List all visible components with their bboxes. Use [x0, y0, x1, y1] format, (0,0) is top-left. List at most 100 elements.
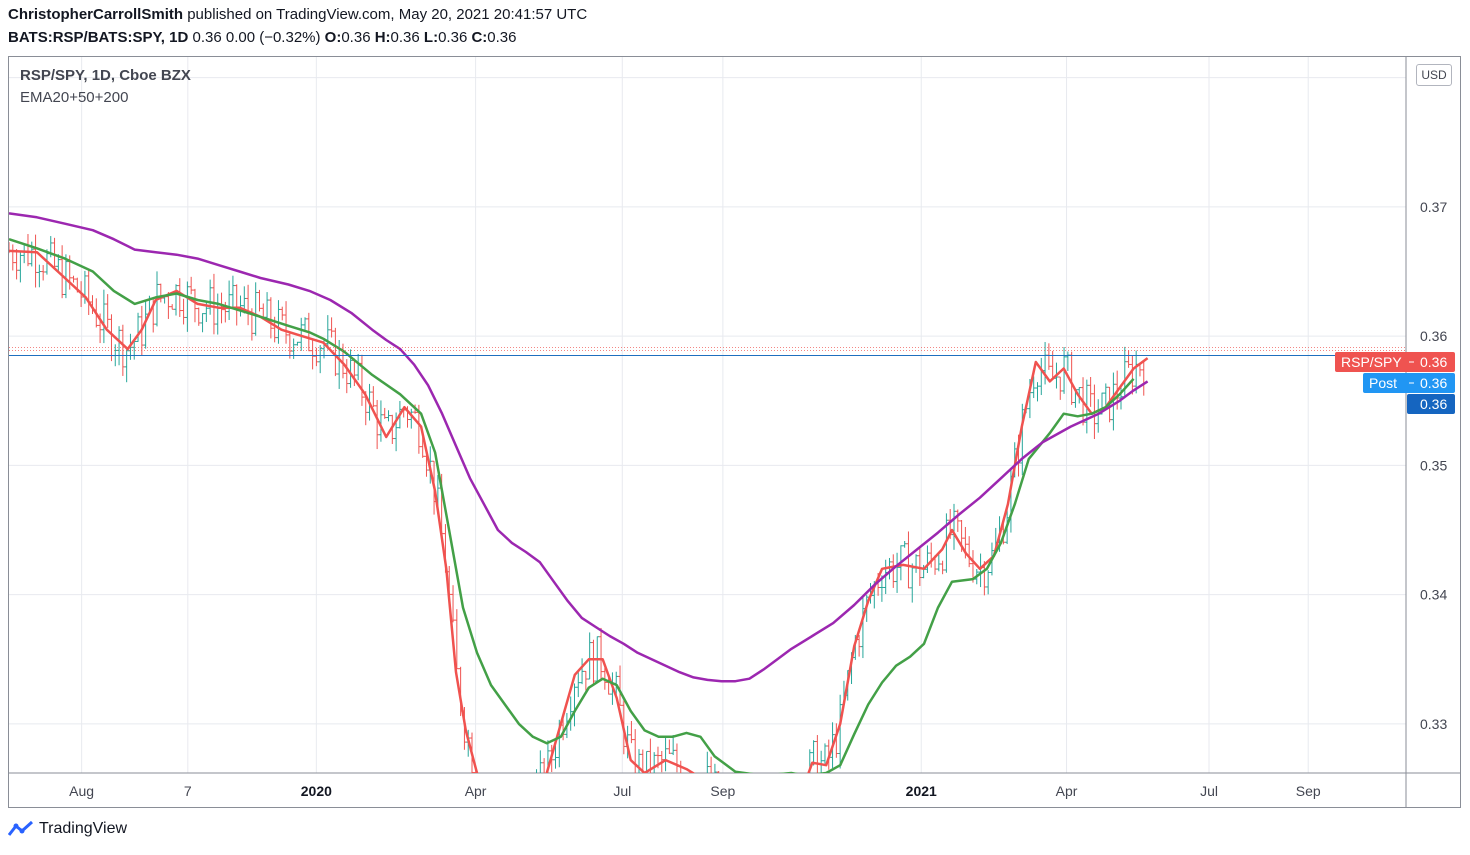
ohlc-bar — [902, 540, 907, 548]
ohlc-bar — [1058, 376, 1063, 400]
ohlc-bar — [512, 790, 516, 802]
ohlc-bar — [1118, 384, 1123, 410]
ohlc-bar — [329, 317, 334, 338]
ohlc-bar — [500, 791, 504, 814]
ohlc-bar — [536, 769, 538, 773]
ohlc-bar — [967, 536, 972, 568]
ohlc-bar — [736, 788, 740, 831]
ohlc-bar — [914, 554, 919, 573]
y-tick-label: 0.36 — [1420, 328, 1447, 344]
ohlc-bar — [333, 327, 338, 377]
tradingview-footer[interactable]: TradingView — [8, 820, 127, 838]
ohlc-bar — [196, 307, 201, 326]
ohlc-bar — [781, 824, 785, 843]
y-tick-label: 0.34 — [1420, 587, 1447, 603]
ohlc-bar — [1126, 350, 1131, 368]
tradingview-brand: TradingView — [39, 820, 128, 837]
ohlc-bar — [891, 554, 896, 588]
ohlc-bar — [454, 609, 459, 670]
ohlc-bar — [629, 720, 634, 744]
ohlc-bar — [820, 750, 824, 773]
ohlc-bar — [580, 658, 585, 685]
ohlc-bar — [762, 792, 766, 818]
x-tick-label: Aug — [69, 783, 94, 799]
ohlc-bar — [318, 345, 323, 374]
ohlc-close-label: C: — [471, 29, 488, 46]
ohlc-bar — [382, 407, 387, 419]
chart-legend-title: RSP/SPY, 1D, Cboe BZX — [20, 67, 191, 84]
ema200-line — [9, 212, 1149, 683]
ohlc-bar — [1130, 355, 1135, 395]
ohlc-bar — [261, 303, 266, 318]
ohlc-bar — [508, 781, 512, 807]
ohlc-bar — [1020, 403, 1025, 476]
ohlc-bar — [800, 802, 804, 827]
ohlc-bar — [37, 264, 42, 288]
ohlc-bar — [936, 554, 941, 572]
ohlc-bar — [257, 289, 262, 312]
ohlc-bar — [683, 777, 687, 784]
ohlc-bar — [60, 245, 65, 299]
y-tick-label: 0.35 — [1420, 457, 1447, 473]
ohlc-bar — [751, 791, 755, 815]
ohlc-bar — [702, 778, 706, 805]
ohlc-bar — [955, 509, 960, 532]
ohlc-bar — [170, 304, 175, 310]
ohlc-bar — [1031, 376, 1036, 399]
ohlc-bar — [777, 831, 781, 847]
ohlc-bar — [227, 280, 232, 320]
ohlc-bar — [678, 760, 682, 773]
ohlc-low-label: L: — [423, 29, 439, 46]
currency-button[interactable]: USD — [1416, 64, 1452, 86]
price-tag-post[interactable]: Post 0.36 — [1363, 373, 1455, 393]
author-name[interactable]: ChristopherCarrollSmith — [8, 6, 184, 23]
x-tick-label: 2020 — [301, 783, 332, 799]
ohlc-bar — [451, 585, 456, 623]
chart-legend-indicator[interactable]: EMA20+50+200 — [20, 89, 129, 106]
ohlc-bar — [200, 313, 205, 333]
ohlc-bar — [671, 734, 676, 756]
ohlc-bar — [344, 359, 349, 394]
ema50-line — [9, 238, 1135, 773]
ohlc-bar — [22, 243, 27, 264]
legend-symbol: RSP/SPY, 1D, Cboe BZX — [20, 67, 191, 84]
ohlc-bar — [1141, 360, 1146, 396]
ohlc-bar — [33, 234, 38, 288]
price-tag-close[interactable]: 0.36 — [1407, 394, 1455, 414]
ohlc-bar — [268, 297, 273, 339]
ohlc-bar — [743, 796, 747, 849]
ohlc-bar — [674, 743, 679, 773]
x-tick-label: Apr — [465, 783, 487, 799]
ohlc-bar — [633, 729, 636, 773]
ohlc-bar — [124, 349, 129, 383]
ohlc-bar — [314, 347, 319, 367]
ohlc-bar — [694, 779, 698, 792]
x-tick-label: 7 — [184, 783, 192, 799]
ohlc-bar — [774, 821, 778, 848]
ohlc-bar — [386, 410, 391, 422]
ohlc-close-value: 0.36 — [487, 29, 517, 46]
ohlc-bar — [531, 791, 535, 825]
ohlc-bar — [238, 295, 243, 317]
ohlc-bar — [766, 796, 770, 832]
ohlc-bar — [493, 780, 497, 811]
ohlc-bar — [215, 293, 220, 335]
chart-frame[interactable] — [8, 56, 1461, 808]
ohlc-bar — [739, 791, 743, 820]
ohlc-bar — [796, 802, 800, 831]
ohlc-bar — [591, 639, 596, 686]
price-tag-value: 0.36 — [1420, 354, 1447, 370]
ohlc-bar — [303, 317, 308, 332]
price-tag-symbol[interactable]: RSP/SPY 0.36 — [1335, 352, 1455, 372]
ohlc-bar — [804, 780, 808, 823]
ohlc-bar — [371, 386, 376, 408]
x-tick-label: Jul — [613, 783, 631, 799]
ohlc-bar — [117, 326, 122, 366]
ohlc-bar — [177, 278, 182, 317]
ohlc-bar — [284, 301, 289, 344]
ohlc-high-value: 0.36 — [390, 29, 420, 46]
ohlc-bar — [838, 694, 843, 769]
ohlc-bar — [758, 797, 762, 807]
ohlc-bar — [527, 791, 531, 812]
